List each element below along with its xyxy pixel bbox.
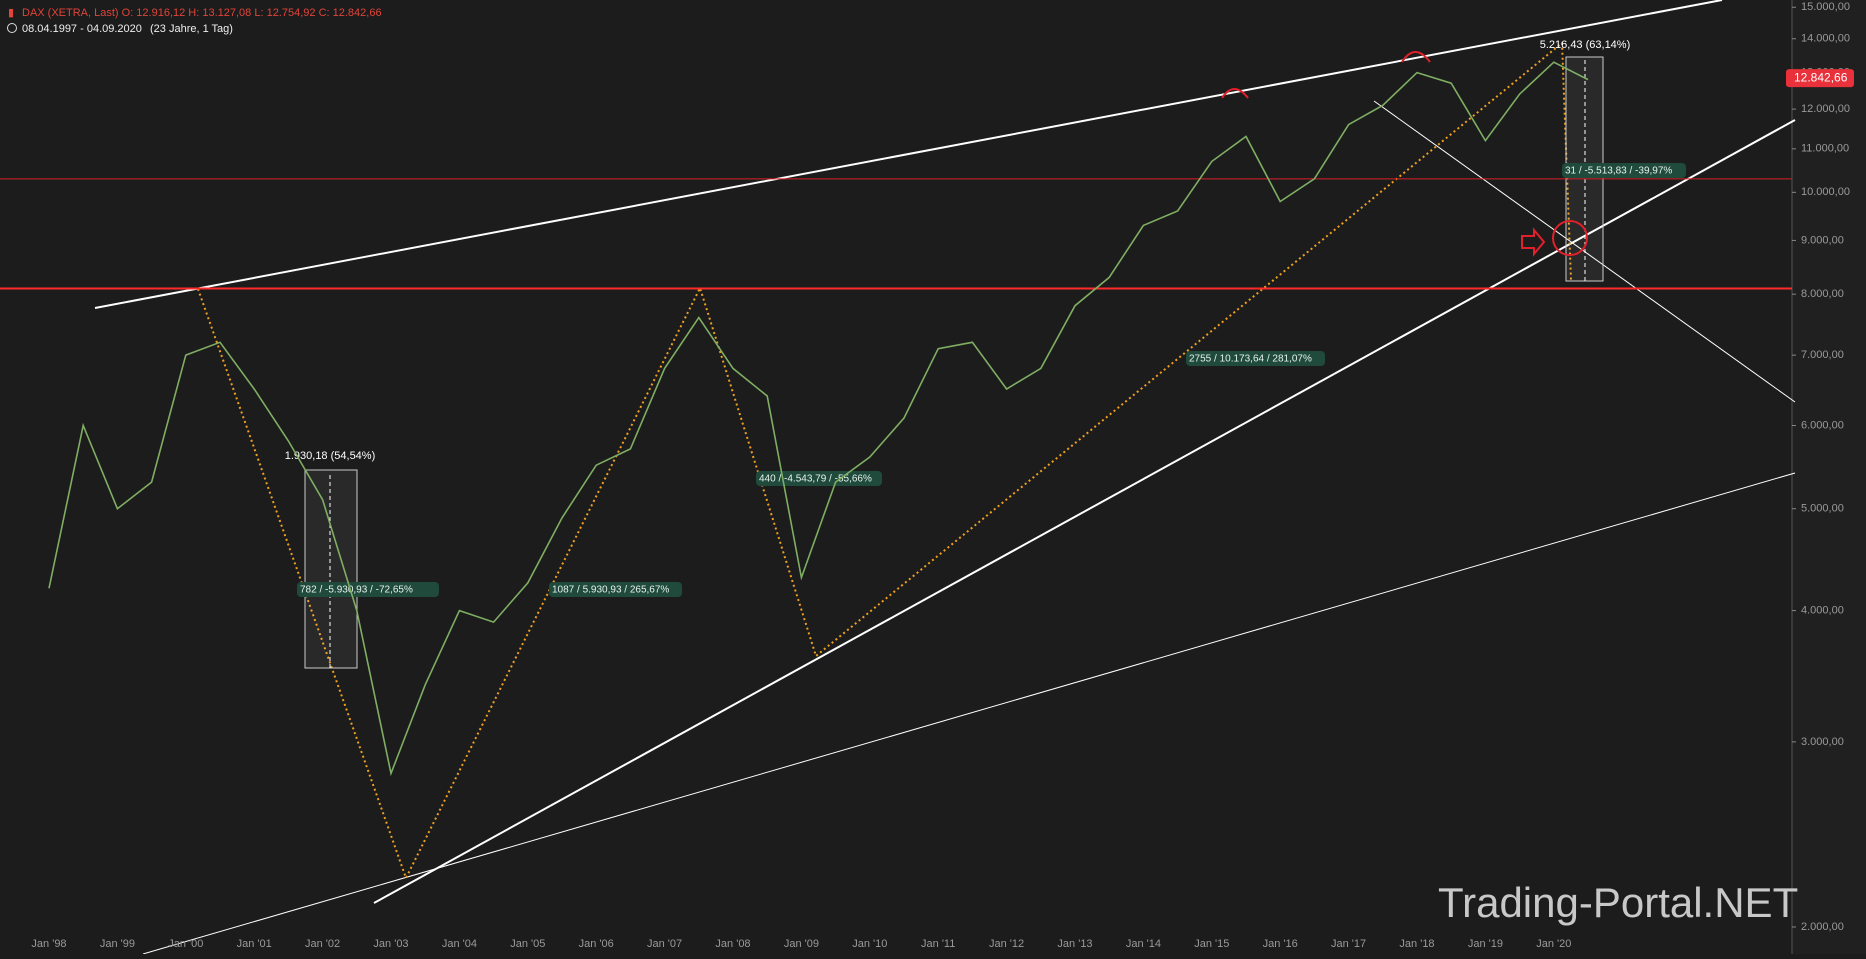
annotation-box	[297, 582, 439, 597]
x-tick-label: Jan '15	[1194, 938, 1229, 950]
x-tick-label: Jan '11	[921, 938, 955, 950]
header-icon: ▮	[8, 7, 14, 19]
x-tick-label: Jan '04	[442, 938, 477, 950]
x-tick-label: Jan '12	[989, 938, 1024, 950]
y-tick-label: 8.000,00	[1801, 288, 1844, 300]
arrow-marker	[1521, 227, 1546, 257]
y-tick-label: 5.000,00	[1801, 503, 1844, 515]
price-line	[48, 61, 1589, 777]
annotation-box	[756, 471, 882, 486]
annotation: 440 / -4.543,79 / -55,66%	[759, 474, 872, 485]
annotation: 1087 / 5.930,93 / 265,67%	[552, 585, 669, 596]
header: DAX (XETRA, Last) O: 12.916,12 H: 13.127…	[22, 7, 382, 19]
x-tick-label: Jan '14	[1126, 938, 1161, 950]
x-tick-label: Jan '02	[305, 938, 340, 950]
measure-box	[304, 469, 358, 669]
y-tick-label: 6.000,00	[1801, 419, 1844, 431]
annotation-box	[1186, 351, 1325, 366]
annotation: 1.930,18 (54,54%)	[285, 450, 376, 462]
trend-line	[142, 472, 1796, 955]
annotation: 31 / -5.513,83 / -39,97%	[1565, 166, 1672, 177]
last-price-label: 12.842,66	[1794, 70, 1848, 84]
y-tick-label: 15.000,00	[1801, 1, 1850, 13]
annotation: 5.216,43 (63,14%)	[1540, 39, 1631, 51]
annotation: 782 / -5.930,93 / -72,65%	[300, 585, 413, 596]
x-tick-label: Jan '18	[1399, 938, 1434, 950]
y-tick-label: 4.000,00	[1801, 604, 1844, 616]
period: 08.04.1997 - 04.09.2020	[22, 23, 142, 35]
x-tick-label: Jan '19	[1468, 938, 1503, 950]
x-tick-label: Jan '99	[100, 938, 135, 950]
trend-line	[94, 0, 1723, 309]
top-marker	[1221, 88, 1249, 99]
x-tick-label: Jan '05	[510, 938, 545, 950]
y-tick-label: 7.000,00	[1801, 349, 1844, 361]
x-tick-label: Jan '08	[715, 938, 750, 950]
annotation-box	[1562, 163, 1686, 178]
y-tick-label: 11.000,00	[1801, 143, 1849, 155]
x-tick-label: Jan '01	[237, 938, 272, 950]
x-tick-label: Jan '07	[647, 938, 682, 950]
last-price-box	[1786, 69, 1854, 88]
y-tick-label: 2.000,00	[1801, 921, 1844, 933]
y-tick-label: 3.000,00	[1801, 736, 1844, 748]
duration: (23 Jahre, 1 Tag)	[150, 23, 233, 35]
highlight-circle	[1552, 220, 1588, 256]
annotation-box	[549, 582, 682, 597]
x-tick-label: Jan '10	[852, 938, 887, 950]
y-tick-label: 9.000,00	[1801, 234, 1844, 246]
x-tick-label: Jan '17	[1331, 938, 1366, 950]
x-tick-label: Jan '00	[168, 938, 203, 950]
price-axis-panel	[1792, 0, 1866, 954]
watermark: Trading-Portal.NET	[1438, 879, 1798, 926]
x-tick-label: Jan '09	[784, 938, 819, 950]
y-tick-label: 10.000,00	[1801, 186, 1850, 198]
y-tick-label: 14.000,00	[1801, 33, 1850, 45]
y-tick-label: 12.000,00	[1801, 103, 1850, 115]
annotation: 2755 / 10.173,64 / 281,07%	[1189, 354, 1312, 365]
x-tick-label: Jan '20	[1536, 938, 1571, 950]
x-tick-label: Jan '13	[1057, 938, 1092, 950]
x-tick-label: Jan '16	[1263, 938, 1298, 950]
x-tick-label: Jan '06	[579, 938, 614, 950]
clock-icon	[7, 23, 17, 33]
x-tick-label: Jan '03	[373, 938, 408, 950]
top-marker	[1401, 51, 1431, 63]
x-tick-label: Jan '98	[31, 938, 66, 950]
